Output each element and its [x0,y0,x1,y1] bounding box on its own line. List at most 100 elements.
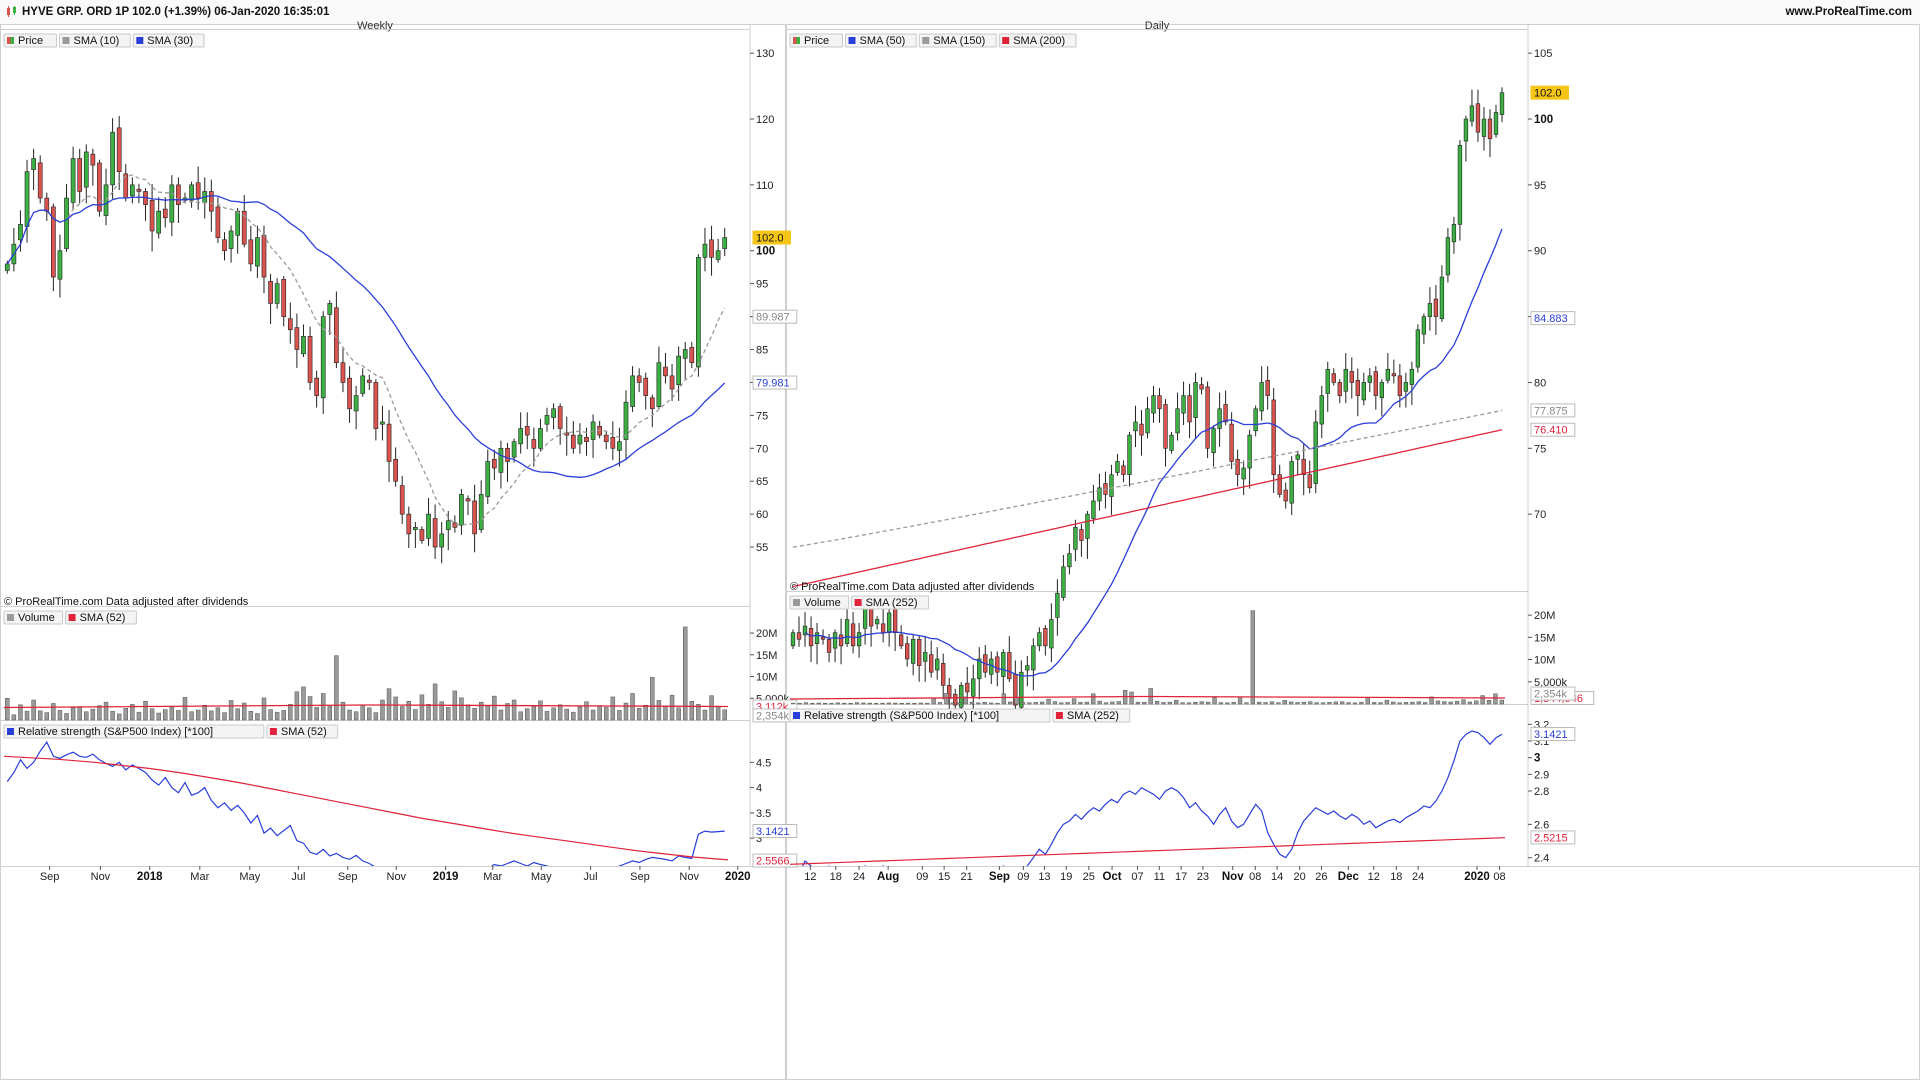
value-tag [1530,403,1576,418]
volume-bar [459,697,464,721]
legend-swatch [7,614,14,621]
x-tick-label: 2019 [433,871,459,883]
volume-bar [1084,701,1090,705]
volume-bar [64,713,69,721]
legend-label: Volume [18,612,55,624]
volume-bar [636,708,642,721]
volume-bar [1046,698,1051,705]
weekly-pane-title: Weekly [357,20,393,32]
volume-bar [1486,700,1492,705]
volume-bar [505,703,510,721]
daily-pane-frame [786,24,1920,1080]
x-tick-label: Nov [679,871,699,883]
candle [814,632,820,644]
volume-bar [1340,701,1345,705]
volume-bar [822,703,828,705]
candle [1097,487,1102,502]
x-tick-label: Mar [483,871,502,883]
candle [1007,652,1012,680]
candle [1445,237,1451,276]
x-tick-label: 26 [1315,871,1327,883]
volume-bar [709,695,714,721]
volume-bar [650,677,655,721]
value-tag-label: 3.1421 [1534,729,1568,741]
value-tag-label: 89.987 [756,312,790,324]
volume-bar [1365,697,1370,705]
x-tick-label: Sep [40,871,60,883]
candle [1283,489,1288,502]
y-tick-label: 70 [1534,509,1546,521]
candle [432,518,438,548]
volume-bar [630,693,635,721]
volume-bar [261,697,267,721]
candle [709,239,714,258]
legend-box [59,33,131,48]
x-tick-label: 25 [1083,871,1095,883]
y-tick-label: 80 [1534,377,1546,389]
candle [1457,145,1463,225]
candle [195,182,201,199]
candle [689,347,695,363]
value-tag-label: 102.0 [1534,88,1562,100]
daily-rs-legend: Relative strength (S&P500 Index) [*100] S… [789,708,1131,723]
volume-bar [1263,702,1268,705]
volume-bar [189,711,194,721]
candle [419,529,425,541]
x-tick-label: Oct [1102,871,1121,883]
candle [149,200,155,232]
volume-bar [97,705,102,721]
volume-bar [867,702,872,705]
volume-bar [1001,693,1007,705]
value-tag [752,853,798,868]
volume-bar [446,707,451,721]
volume-bar [334,655,339,721]
x-tick-label: Jul [584,871,598,883]
x-tick-label: 24 [853,871,865,883]
y-tick-label: 3.5 [756,808,771,820]
candle [1415,329,1421,368]
candle [617,441,622,451]
volume-bar [248,711,254,721]
candle [610,437,616,449]
x-tick-label: May [531,871,552,883]
site-url[interactable]: www.ProRealTime.com [1785,6,1912,18]
candle [1079,529,1084,541]
volume-bar [1480,695,1485,705]
legend-swatch [68,614,76,621]
candle [1379,382,1384,399]
volume-bar [1429,696,1434,705]
value-tag-label: 2,354k [756,710,790,722]
volume-bar [84,711,89,721]
candle [465,498,471,502]
volume-bar [791,702,796,705]
volume-bar [518,711,523,721]
candle [222,239,227,252]
volume-bar [123,708,128,721]
volume-bar [163,709,168,721]
volume-bar [130,704,135,721]
volume-bar [419,694,425,721]
volume-bar [1059,702,1064,705]
volume-bar [982,702,987,705]
volume-bar [643,704,648,721]
volume-bar [1493,693,1498,705]
candle [1241,467,1246,480]
weekly-rs-legend: Relative strength (S&P500 Index) [*100] S… [3,724,339,739]
candle [1361,382,1366,401]
volume-bar [1378,702,1383,705]
y-tick-label: 4 [756,783,762,795]
candle [83,151,89,188]
candle [373,382,379,429]
candle [156,210,162,234]
volume-bar [610,696,616,721]
candle [301,336,306,355]
volume-bar [202,704,207,721]
value-tag [1530,726,1576,741]
candle [386,423,392,462]
candle [844,619,850,644]
candle [820,636,826,640]
volume-bar [1008,701,1013,705]
y-tick-label: 120 [756,114,774,126]
candle [965,682,970,693]
candle [57,250,63,280]
